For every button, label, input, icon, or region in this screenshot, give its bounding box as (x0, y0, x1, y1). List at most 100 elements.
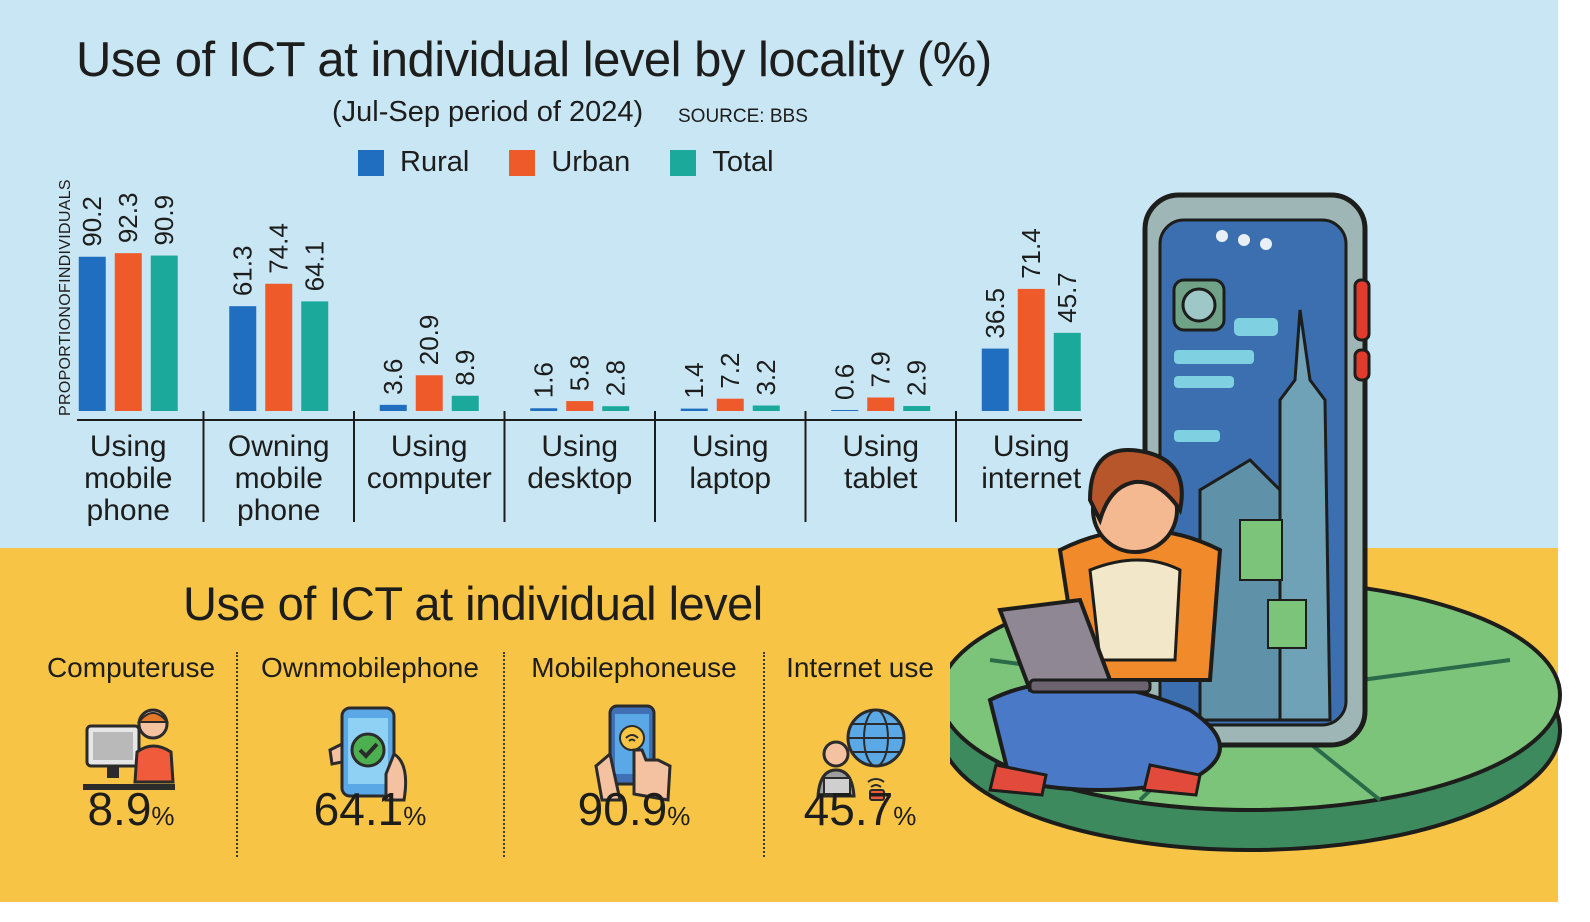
bar-total (1053, 332, 1081, 411)
data-label: 61.3 (228, 246, 258, 297)
data-label: 1.6 (529, 362, 559, 398)
bar-rural (981, 348, 1009, 411)
stat-value: 8.9% (36, 782, 226, 836)
data-label: 0.6 (830, 364, 860, 400)
stats-section-title: Use of ICT at individual level (183, 577, 763, 630)
category-label: laptop (689, 462, 771, 495)
chart-source: SOURCE: BBS (678, 106, 808, 127)
stat-divider (763, 652, 765, 857)
bar-rural (78, 256, 106, 411)
bar-total (903, 406, 931, 411)
data-label: 20.9 (414, 315, 444, 366)
category-label: computer (367, 462, 492, 495)
stat-value: 64.1% (248, 782, 492, 836)
stat-number: 90.9 (577, 783, 668, 835)
stat-value: 90.9% (514, 782, 754, 836)
data-label: 90.2 (77, 196, 107, 247)
bar-rural (530, 408, 558, 411)
category-label: Using (391, 430, 468, 463)
data-label: 90.9 (149, 195, 179, 246)
stat-unit: % (403, 801, 427, 831)
legend-label-urban: Urban (551, 146, 631, 178)
data-label: 64.1 (300, 241, 330, 292)
legend-item-total: Total (670, 146, 774, 179)
stat-mobile-phone-use: Mobilephoneuse 90.9% (514, 652, 754, 877)
data-label: 3.6 (378, 359, 408, 395)
bar-urban (716, 398, 744, 411)
bar-total (150, 255, 178, 411)
legend-item-rural: Rural (358, 146, 469, 179)
stat-label: Ownmobilephone (261, 652, 479, 683)
bar-total (752, 405, 780, 411)
bar-rural (379, 404, 407, 411)
data-label: 2.9 (902, 360, 932, 396)
category-label: phone (237, 494, 320, 527)
category-label: Using (692, 430, 769, 463)
stat-unit: % (151, 801, 175, 831)
stat-computer-use: Computeruse 8.9% (36, 652, 226, 877)
data-label: 74.4 (264, 223, 294, 274)
legend-swatch-total (670, 149, 697, 176)
internet-user-icon (816, 708, 906, 801)
data-label: 3.2 (751, 359, 781, 395)
bar-urban (566, 401, 594, 411)
stat-label: Internet use (786, 652, 934, 683)
stat-value: 45.7% (770, 782, 950, 836)
category-label: Using (541, 430, 618, 463)
data-label: 45.7 (1052, 272, 1082, 323)
stat-number: 45.7 (803, 783, 894, 835)
stat-own-mobile-phone: Ownmobilephone 64.1% (248, 652, 492, 877)
computer-user-icon (83, 708, 175, 790)
category-label: Using (842, 430, 919, 463)
bar-rural (831, 409, 859, 411)
bar-total (301, 301, 329, 411)
stat-label: Mobilephoneuse (531, 652, 737, 683)
bar-urban (1017, 288, 1045, 411)
legend-label-total: Total (712, 146, 774, 178)
bar-urban (867, 397, 895, 411)
category-label: Owning (228, 430, 330, 463)
data-label: 2.8 (601, 360, 631, 396)
bar-total (602, 406, 630, 411)
stat-label: Computeruse (46, 652, 216, 683)
legend-label-rural: Rural (400, 146, 470, 178)
data-label: 1.4 (679, 362, 709, 398)
chart-subtitle: (Jul-Sep period of 2024) (332, 96, 644, 128)
legend-item-urban: Urban (509, 146, 630, 179)
chart-legend: Rural Urban Total (358, 146, 774, 179)
data-label: 7.9 (866, 351, 896, 387)
stat-unit: % (667, 801, 691, 831)
stat-divider (503, 652, 505, 857)
stat-number: 64.1 (313, 783, 404, 835)
phone-tap-icon (594, 704, 672, 802)
category-label: internet (981, 462, 1082, 495)
stat-number: 8.9 (87, 783, 152, 835)
stat-divider (236, 652, 238, 857)
data-label: 36.5 (980, 288, 1010, 339)
category-label: Using (90, 430, 167, 463)
bar-rural (680, 408, 708, 411)
data-label: 7.2 (715, 353, 745, 389)
category-label: mobile (84, 462, 172, 495)
bar-urban (265, 283, 293, 411)
phone-check-icon (328, 706, 408, 802)
legend-swatch-urban (509, 149, 536, 176)
data-label: 92.3 (113, 193, 143, 244)
category-label: Using (993, 430, 1070, 463)
category-label: tablet (844, 462, 918, 495)
bar-urban (114, 253, 142, 411)
category-label: mobile (235, 462, 323, 495)
data-label: 8.9 (450, 350, 480, 386)
stat-internet-use: Internet use 45.7% (770, 652, 950, 877)
legend-swatch-rural (358, 149, 384, 176)
data-label: 5.8 (565, 355, 595, 391)
category-label: desktop (527, 462, 632, 495)
data-label: 71.4 (1016, 228, 1046, 279)
bar-urban (415, 375, 443, 411)
category-label: phone (87, 494, 170, 527)
person-with-laptop-and-phone-illustration (950, 192, 1562, 852)
stat-unit: % (893, 801, 917, 831)
chart-title: Use of ICT at individual level by locali… (76, 33, 992, 87)
bar-rural (229, 306, 257, 411)
